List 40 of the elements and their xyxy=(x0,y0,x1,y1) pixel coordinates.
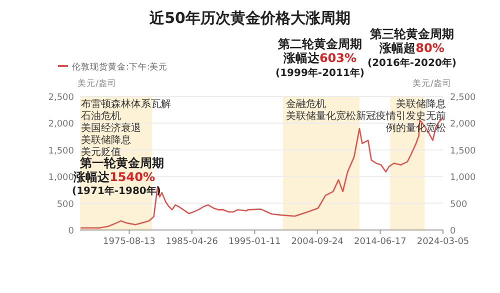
text: 涨幅达603% xyxy=(282,51,357,65)
annotation: 涨幅达1540% xyxy=(72,170,155,184)
text: (1999年-2011年) xyxy=(276,67,364,79)
annotation: 第一轮黄金周期 xyxy=(79,156,164,170)
legend: 伦敦现货黄金:下午:美元 xyxy=(58,62,168,72)
y-tick-label: 2,500 xyxy=(48,93,74,103)
x-tick-label: 1985-04-26 xyxy=(166,237,218,247)
y-tick-label: 1,000 xyxy=(48,173,74,184)
x-tick-label: 2024-03-05 xyxy=(416,237,470,247)
annotation: 美联储量化宽松 xyxy=(286,110,356,122)
annotation: 美元贬值 xyxy=(81,146,121,158)
text: 涨幅超80% xyxy=(378,41,444,55)
y-tick-label: 2,000 xyxy=(48,120,74,130)
text: (2016年-2020年) xyxy=(368,57,456,69)
x-tick-label: 1995-01-11 xyxy=(228,237,281,247)
x-tick-label: 2014-06-17 xyxy=(354,237,406,247)
annotation: 美联储降息 xyxy=(81,134,131,146)
y2-axis-title: 美元/盎司 xyxy=(412,78,452,89)
y2-tick-label: 2,500 xyxy=(450,93,476,103)
y-tick-label: 500 xyxy=(56,200,74,210)
annotation: 石油危机 xyxy=(81,110,121,122)
y-tick-label: 1,500 xyxy=(48,146,74,156)
y-axis-title: 美元/盎司 xyxy=(78,78,116,89)
y2-tick-label: 1,000 xyxy=(450,173,476,184)
annotation: 布雷顿森林体系瓦解 xyxy=(81,98,171,110)
annotation: 新冠疫情引发史无前 xyxy=(356,110,446,122)
annotation: 美联储降息 xyxy=(396,98,446,110)
annotation: 美国经济衰退 xyxy=(81,122,141,134)
y2-tick-label: 1,500 xyxy=(450,146,476,156)
y2-tick-label: 500 xyxy=(450,200,468,210)
annotation: 金融危机 xyxy=(286,98,326,110)
y2-tick-label: 0 xyxy=(450,226,456,236)
x-tick-label: 1975-08-13 xyxy=(103,237,156,247)
text: 第二轮黄金周期 xyxy=(277,37,362,51)
text: 第三轮黄金周期 xyxy=(369,27,454,41)
y-tick-label: 0 xyxy=(68,226,74,236)
x-tick-label: 2004-09-24 xyxy=(291,237,344,247)
y2-tick-label: 2,000 xyxy=(450,120,476,130)
legend-label: 伦敦现货黄金:下午:美元 xyxy=(72,62,168,72)
chart-title: 近50年历次黄金价格大涨周期 xyxy=(148,9,350,27)
